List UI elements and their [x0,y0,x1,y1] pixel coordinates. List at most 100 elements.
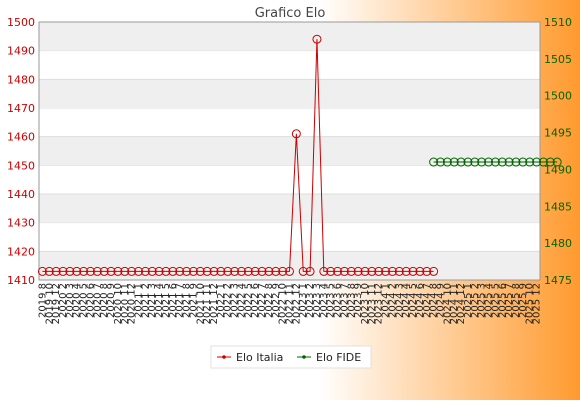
x-tick-label: 2024 8 [429,283,440,318]
x-tick-label: 2025 5 [490,283,501,318]
series-elo-fide [429,157,562,167]
data-point [305,266,315,276]
y-right-tick-label: 1475 [544,274,572,287]
data-point [51,266,61,276]
y-left-tick-label: 1470 [7,102,35,115]
x-tick-label: 2020 10 [113,283,124,324]
data-point [175,266,185,276]
data-point [415,266,425,276]
x-tick-label: 2024 12 [456,283,467,324]
x-tick-label: 2020 4 [72,283,83,318]
series-line [42,39,434,272]
data-point [188,266,198,276]
x-tick-label: 2025 8 [511,283,522,318]
y-left-tick-label: 1460 [7,131,35,144]
data-point [346,266,356,276]
data-point [387,266,397,276]
data-point [285,266,294,276]
x-tick-label: 2022 7 [257,283,268,318]
y-left-tick-label: 1500 [7,16,35,29]
y-right-tick-label: 1480 [544,237,572,250]
x-tick-label: 2021 9 [188,283,199,318]
data-point [264,266,274,276]
data-point [429,266,439,276]
data-point [182,266,192,276]
x-tick-label: 2025 7 [504,283,515,318]
data-point [230,266,240,276]
data-point [298,266,308,276]
x-tick-label: 2024 11 [449,283,460,324]
x-tick-label: 2023 11 [367,283,378,324]
x-tick-label: 2022 10 [278,283,289,324]
data-point [250,266,260,276]
y-left-tick-label: 1450 [7,159,35,172]
x-tick-label: 2025 12 [532,283,543,324]
x-tick-label: 2024 4 [401,283,412,318]
y-right-tick-label: 1485 [544,200,572,213]
data-point [140,266,150,276]
data-point [477,157,487,167]
x-tick-label: 2022 12 [291,283,302,324]
data-point [538,157,548,167]
data-point [490,157,500,167]
data-point [326,266,336,276]
data-point [367,266,377,276]
y-right-tick-label: 1490 [544,163,572,176]
y-right-tick-label: 1505 [544,53,572,66]
x-tick-label: 2020 11 [120,283,131,324]
data-point [257,266,267,276]
data-point [209,266,219,276]
data-point [134,266,144,276]
x-tick-label: 2023 7 [339,283,350,318]
data-point [92,266,102,276]
data-point [511,157,521,167]
x-tick-label: 2024 6 [415,283,426,318]
x-tick-label: 2019 12 [51,283,62,324]
data-point [484,157,494,167]
x-tick-label: 2021 11 [202,283,213,324]
data-point [113,266,123,276]
data-point [518,157,528,167]
data-point [58,266,68,276]
x-tick-label: 2023 12 [374,283,385,324]
chart-title: Grafico Elo [255,6,326,21]
x-tick-label: 2022 5 [243,283,254,318]
x-tick-label: 2022 3 [230,283,241,318]
x-tick-label: 2020 3 [65,283,76,318]
data-point [85,266,95,276]
x-tick-label: 2023 5 [326,283,337,318]
x-tick-label: 2023 9 [353,283,364,318]
y-right-tick-label: 1510 [544,16,572,29]
data-point [312,34,322,44]
grid-band [39,79,540,108]
data-point [360,266,370,276]
data-point [106,266,116,276]
data-point [161,266,171,276]
data-point [216,266,226,276]
x-tick-label: 2021 4 [154,283,165,318]
y-left-tick-label: 1440 [7,188,35,201]
x-tick-label: 2024 2 [387,283,398,318]
x-tick-label: 2021 6 [168,283,179,318]
x-tick-label: 2020 6 [85,283,96,318]
legend-label-elo-fide: Elo FIDE [316,351,361,364]
data-point [442,157,452,167]
x-tick-label: 2022 8 [264,283,275,318]
x-tick-label: 2021 5 [161,283,172,318]
data-point [545,157,555,167]
y-left-tick-label: 1420 [7,245,35,258]
grid-band [39,22,540,51]
data-point [401,266,411,276]
data-point [497,157,507,167]
x-tick-label: 2020 5 [79,283,90,318]
data-point [353,266,363,276]
data-point [278,266,288,276]
x-tick-label: 2025 10 [525,283,536,324]
data-point [525,157,535,167]
x-tick-label: 2020 9 [106,283,117,318]
data-point [120,266,130,276]
data-point [236,266,246,276]
data-point [449,157,459,167]
x-tick-label: 2022 1 [216,283,227,318]
data-point [79,266,89,276]
